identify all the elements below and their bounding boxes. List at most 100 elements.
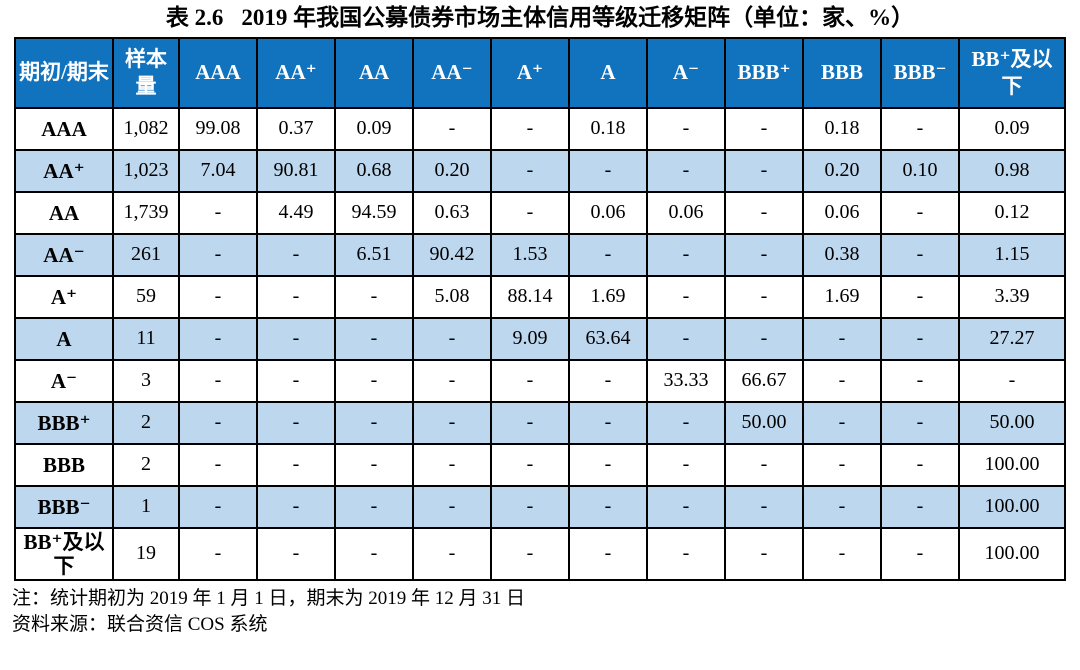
page-title: 表 2.6 2019 年我国公募债券市场主体信用等级迁移矩阵（单位：家、%） — [0, 4, 1080, 32]
table-row: BBB 2- - - - - - - - - -100.00 — [14, 442, 1066, 487]
value-cell: 9.09 — [490, 316, 570, 361]
value-cell: - — [880, 190, 960, 235]
column-header-5: AA⁻ — [412, 36, 492, 109]
sample-size-cell: 1 — [112, 484, 180, 529]
value-cell: 1.69 — [568, 274, 648, 319]
value-cell: - — [958, 358, 1066, 403]
column-header-6: A⁺ — [490, 36, 570, 109]
row-label: A — [14, 316, 114, 361]
table-row: BBB⁻ 1- - - - - - - - - -100.00 — [14, 484, 1066, 529]
value-cell: - — [256, 442, 336, 487]
sample-size-cell: 1,023 — [112, 148, 180, 193]
value-cell: - — [724, 316, 804, 361]
value-cell: 27.27 — [958, 316, 1066, 361]
value-cell: - — [256, 526, 336, 581]
value-cell: - — [802, 484, 882, 529]
value-cell: 66.67 — [724, 358, 804, 403]
note-data-source: 资料来源：联合资信 COS 系统 — [12, 614, 268, 636]
value-cell: - — [880, 106, 960, 151]
value-cell: - — [412, 106, 492, 151]
value-cell: - — [334, 400, 414, 445]
row-label: BBB⁺ — [14, 400, 114, 445]
value-cell: - — [490, 484, 570, 529]
value-cell: 4.49 — [256, 190, 336, 235]
column-header-0: 期初/期末 — [14, 36, 114, 109]
table-row: BBB⁺ 2- - - - - - -50.00- -50.00 — [14, 400, 1066, 445]
value-cell: - — [334, 442, 414, 487]
value-cell: - — [724, 274, 804, 319]
value-cell: 7.04 — [178, 148, 258, 193]
column-header-8: A⁻ — [646, 36, 726, 109]
value-cell: 100.00 — [958, 484, 1066, 529]
value-cell: - — [490, 358, 570, 403]
value-cell: - — [724, 106, 804, 151]
value-cell: - — [256, 358, 336, 403]
table-row: A⁻ 3- - - - - -33.33 66.67- - - — [14, 358, 1066, 403]
row-label: A⁻ — [14, 358, 114, 403]
header-row: 期初/期末 样本量 AAA AA⁺ AA AA⁻ A⁺ A A⁻ BBB⁺ BBB BBB⁻ BB⁺及以… — [14, 36, 1066, 109]
value-cell: - — [802, 442, 882, 487]
value-cell: - — [880, 232, 960, 277]
value-cell: 0.63 — [412, 190, 492, 235]
value-cell: 88.14 — [490, 274, 570, 319]
value-cell: - — [568, 400, 648, 445]
value-cell: - — [256, 274, 336, 319]
value-cell: - — [412, 358, 492, 403]
value-cell: 0.68 — [334, 148, 414, 193]
value-cell: - — [880, 316, 960, 361]
value-cell: 0.06 — [802, 190, 882, 235]
sample-size-cell: 261 — [112, 232, 180, 277]
value-cell: - — [568, 442, 648, 487]
value-cell: 1.15 — [958, 232, 1066, 277]
value-cell: - — [412, 316, 492, 361]
value-cell: - — [802, 400, 882, 445]
value-cell: - — [568, 484, 648, 529]
value-cell: 0.37 — [256, 106, 336, 151]
value-cell: - — [646, 442, 726, 487]
row-label: AA⁻ — [14, 232, 114, 277]
value-cell: - — [412, 484, 492, 529]
value-cell: - — [334, 526, 414, 581]
value-cell: - — [178, 484, 258, 529]
value-cell: 0.06 — [646, 190, 726, 235]
table-header: 期初/期末 样本量 AAA AA⁺ AA AA⁻ A⁺ A A⁻ BBB⁺ BBB BBB⁻ BB⁺及以… — [14, 36, 1066, 109]
value-cell: - — [490, 442, 570, 487]
value-cell: - — [568, 232, 648, 277]
rating-migration-matrix-table: 期初/期末 样本量 AAA AA⁺ AA AA⁻ A⁺ A A⁻ BBB⁺ BBB BBB⁻ BB⁺及以… — [14, 36, 1066, 581]
value-cell: - — [880, 400, 960, 445]
note-statistics-period: 注：统计期初为 2019 年 1 月 1 日，期末为 2019 年 12 月 3… — [12, 587, 526, 609]
column-header-9: BBB⁺ — [724, 36, 804, 109]
value-cell: 0.06 — [568, 190, 648, 235]
sample-size-cell: 1,739 — [112, 190, 180, 235]
column-header-3: AA⁺ — [256, 36, 336, 109]
value-cell: - — [334, 316, 414, 361]
value-cell: - — [568, 526, 648, 581]
column-header-10: BBB — [802, 36, 882, 109]
table-footnotes: 注：统计期初为 2019 年 1 月 1 日，期末为 2019 年 12 月 3… — [12, 586, 1080, 639]
value-cell: 99.08 — [178, 106, 258, 151]
column-header-1: 样本量 — [112, 36, 180, 109]
value-cell: 0.20 — [802, 148, 882, 193]
value-cell: - — [802, 358, 882, 403]
sample-size-cell: 1,082 — [112, 106, 180, 151]
value-cell: - — [490, 106, 570, 151]
value-cell: - — [724, 190, 804, 235]
table-row: AAA 1,082 99.08 0.37 0.09- -0.18- -0.18-0.09 — [14, 106, 1066, 151]
table-body: AAA 1,082 99.08 0.37 0.09- -0.18- -0.18-0.09 AA… — [14, 106, 1066, 581]
value-cell: - — [256, 232, 336, 277]
table-row: AA⁻ 261- -6.51 90.42 1.53- - -0.38-1.15 — [14, 232, 1066, 277]
table-title-text: 2019 年我国公募债券市场主体信用等级迁移矩阵（单位：家、%） — [241, 5, 915, 30]
value-cell: - — [646, 106, 726, 151]
value-cell: - — [646, 148, 726, 193]
value-cell: - — [412, 442, 492, 487]
value-cell: - — [880, 442, 960, 487]
value-cell: - — [256, 484, 336, 529]
sample-size-cell: 11 — [112, 316, 180, 361]
table-number: 表 2.6 — [165, 5, 224, 30]
table-row: A 11- - - -9.09 63.64- - - -27.27 — [14, 316, 1066, 361]
column-header-12: BB⁺及以下 — [958, 36, 1066, 109]
value-cell: - — [178, 400, 258, 445]
value-cell: 0.12 — [958, 190, 1066, 235]
value-cell: - — [256, 316, 336, 361]
sample-size-cell: 2 — [112, 400, 180, 445]
